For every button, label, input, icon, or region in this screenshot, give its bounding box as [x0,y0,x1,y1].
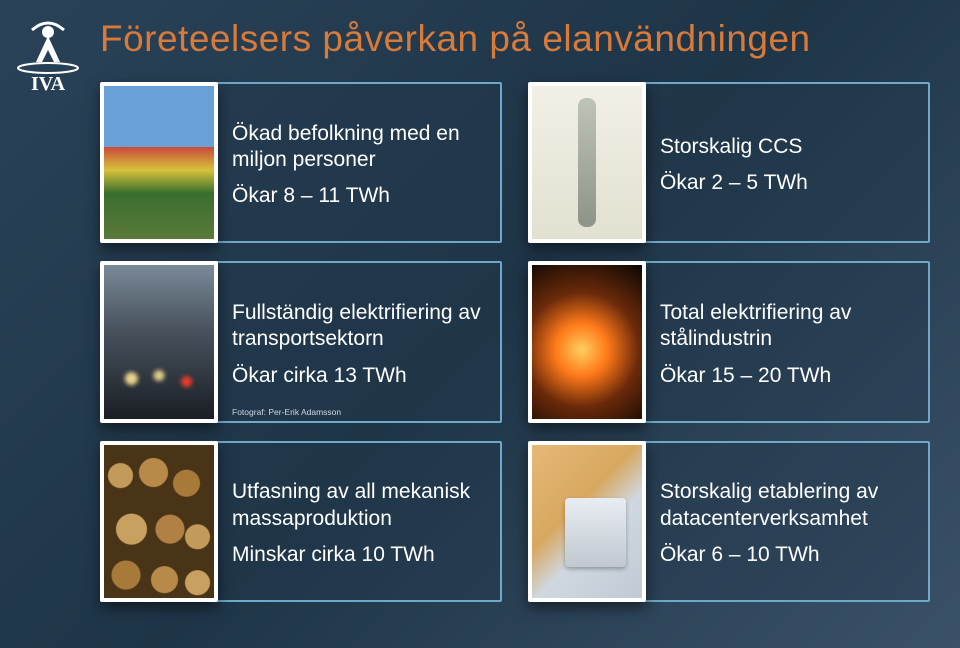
logo: IVA [8,6,88,96]
card-pulp: Utfasning av all mekanisk massaproduktio… [100,441,502,602]
card-text: Total elektrifiering av stålindustrin Ök… [638,261,930,422]
card-datacenter: Storskalig etablering av datacenterverks… [528,441,930,602]
thumb-wrap [100,82,218,243]
thumb-houses [104,86,214,239]
logo-text: IVA [31,73,66,95]
card-sub: Ökar 6 – 10 TWh [660,542,914,567]
card-title: Total elektrifiering av stålindustrin [660,300,914,353]
card-text: Storskalig CCS Ökar 2 – 5 TWh [638,82,930,243]
card-text: Fullständig elektrifiering av transports… [210,261,502,422]
card-sub: Ökar 8 – 11 TWh [232,183,486,208]
thumb-wrap [100,261,218,422]
card-steel: Total elektrifiering av stålindustrin Ök… [528,261,930,422]
card-ccs: Storskalig CCS Ökar 2 – 5 TWh [528,82,930,243]
card-title: Storskalig etablering av datacenterverks… [660,479,914,532]
card-title: Storskalig CCS [660,134,914,160]
thumb-traffic [104,265,214,418]
photo-credit: Fotograf: Per-Erik Adamsson [232,407,341,417]
card-title: Ökad befolkning med en miljon personer [232,121,486,174]
thumb-ccs [532,86,642,239]
card-transport: Fullständig elektrifiering av transports… [100,261,502,422]
card-text: Storskalig etablering av datacenterverks… [638,441,930,602]
card-sub: Ökar 2 – 5 TWh [660,170,914,195]
thumb-wrap [528,261,646,422]
card-text: Utfasning av all mekanisk massaproduktio… [210,441,502,602]
card-sub: Ökar 15 – 20 TWh [660,363,914,388]
card-grid: Ökad befolkning med en miljon personer Ö… [100,82,930,602]
card-text: Ökad befolkning med en miljon personer Ö… [210,82,502,243]
thumb-steel [532,265,642,418]
card-sub: Minskar cirka 10 TWh [232,542,486,567]
thumb-wrap [528,82,646,243]
thumb-logs [104,445,214,598]
thumb-datacenter [532,445,642,598]
card-population: Ökad befolkning med en miljon personer Ö… [100,82,502,243]
page-title: Företeelsers påverkan på elanvändningen [100,18,930,60]
card-sub: Ökar cirka 13 TWh [232,363,486,388]
slide: Företeelsers påverkan på elanvändningen … [0,0,960,648]
card-title: Utfasning av all mekanisk massaproduktio… [232,479,486,532]
thumb-wrap [100,441,218,602]
card-title: Fullständig elektrifiering av transports… [232,300,486,353]
thumb-wrap [528,441,646,602]
